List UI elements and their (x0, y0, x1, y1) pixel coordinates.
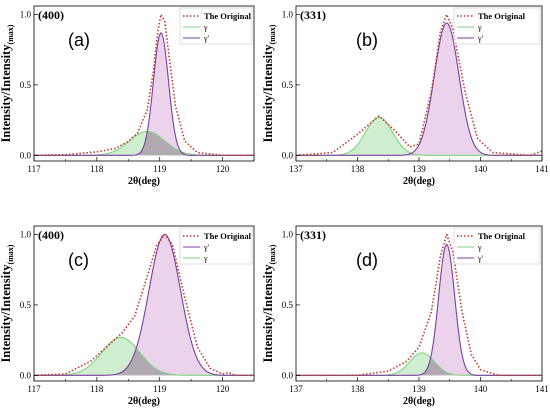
series-line-original (34, 233, 254, 377)
peak-index-label: (400) (38, 228, 64, 242)
x-axis-label: 2θ(deg) (128, 396, 160, 407)
plot-area (296, 233, 542, 377)
y-tick-label: 0.0 (20, 370, 32, 380)
plot-area (34, 13, 254, 157)
x-tick-label: 139 (412, 164, 426, 174)
legend-entry-label: γ (477, 243, 482, 252)
y-axis-label: Intensity/Intensity(max) (261, 24, 277, 142)
y-tick-label: 0.5 (20, 80, 32, 90)
x-tick-label: 120 (216, 384, 230, 394)
peak-area-gamma (34, 131, 254, 156)
panel-a: 117 118 119 120 0.0 0.5 1.0 2θ(deg) Intensity/In… (0, 5, 255, 187)
peak-area-gamma (296, 352, 542, 376)
peak-index-label: (331) (300, 228, 326, 242)
y-axis-label: Intensity/Intensity(max) (0, 24, 15, 142)
x-tick-label: 141 (535, 384, 549, 394)
peak-index-label: (400) (38, 8, 64, 22)
peak-overlap-area (34, 349, 254, 376)
panel-b: 137 138 139 140 141 0.0 0.5 1.0 2θ(deg) Intensity… (261, 5, 549, 187)
legend-entry-label: γ (203, 23, 208, 32)
legend-entry-label: γ' (203, 34, 210, 43)
y-tick-label: 1.0 (282, 9, 294, 19)
legend-entry-label: The Original (204, 231, 252, 241)
series-line-gamma-prime (34, 233, 254, 376)
panel-label: (d) (356, 250, 378, 270)
y-axis-label: Intensity/Intensity(max) (261, 244, 277, 362)
y-tick-label: 1.0 (20, 229, 32, 239)
y-tick-label: 0.0 (282, 150, 294, 160)
y-tick-label: 0.5 (282, 300, 294, 310)
x-tick-label: 117 (27, 384, 41, 394)
legend-entry-label: The Original (478, 11, 526, 21)
series-line-original (296, 233, 542, 377)
series-line-gamma-prime (296, 22, 542, 156)
x-tick-label: 140 (474, 164, 488, 174)
x-tick-label: 137 (289, 164, 303, 174)
x-tick-label: 140 (474, 384, 488, 394)
x-tick-label: 119 (153, 164, 167, 174)
y-tick-label: 1.0 (20, 9, 32, 19)
series-line-gamma-prime (34, 32, 254, 156)
panel-c: 117 118 119 120 0.0 0.5 1.0 2θ(deg) Intensity/In… (0, 225, 255, 407)
legend-entry-label: γ (203, 254, 208, 263)
series-line-original (296, 13, 542, 157)
peak-index-label: (331) (300, 8, 326, 22)
legend-entry-label: γ' (203, 243, 210, 252)
legend-entry-label: The Original (478, 231, 526, 241)
y-tick-label: 0.0 (20, 150, 32, 160)
legend-entry-label: γ' (477, 254, 484, 263)
peak-overlap-area (34, 131, 254, 156)
plot-area (34, 233, 254, 377)
legend-entry-label: The Original (204, 11, 252, 21)
panel-label: (b) (356, 30, 378, 50)
x-tick-label: 138 (351, 384, 365, 394)
x-tick-label: 118 (90, 384, 104, 394)
x-tick-label: 118 (90, 164, 104, 174)
x-tick-label: 137 (289, 384, 303, 394)
y-tick-label: 0.0 (282, 370, 294, 380)
legend: The Original γ' γ (179, 227, 253, 265)
legend-entry-label: γ (477, 23, 482, 32)
x-axis-label: 2θ(deg) (403, 176, 435, 187)
x-tick-label: 141 (535, 164, 549, 174)
axes-frame (33, 5, 255, 162)
legend: The Original γ γ' (453, 7, 541, 45)
y-axis-label: Intensity/Intensity(max) (0, 244, 15, 362)
x-tick-label: 139 (412, 384, 426, 394)
panel-label: (c) (68, 250, 89, 270)
y-tick-label: 0.5 (282, 80, 294, 90)
x-tick-label: 138 (351, 164, 365, 174)
plot-area (296, 13, 542, 157)
legend: The Original γ γ' (179, 7, 253, 45)
panel-label: (a) (68, 30, 90, 50)
axes-frame (33, 225, 255, 382)
peak-area-gamma-prime (34, 234, 254, 376)
legend: The Original γ γ' (453, 227, 541, 265)
y-tick-label: 1.0 (282, 229, 294, 239)
x-tick-label: 119 (153, 384, 167, 394)
x-axis-label: 2θ(deg) (128, 176, 160, 187)
panel-d: 137 138 139 140 141 0.0 0.5 1.0 2θ(deg) Intensity… (261, 225, 549, 407)
legend-entry-label: γ' (477, 34, 484, 43)
y-tick-label: 0.5 (20, 300, 32, 310)
x-tick-label: 120 (216, 164, 230, 174)
x-tick-label: 117 (27, 164, 41, 174)
peak-area-gamma (296, 117, 542, 156)
x-axis-label: 2θ(deg) (403, 396, 435, 407)
